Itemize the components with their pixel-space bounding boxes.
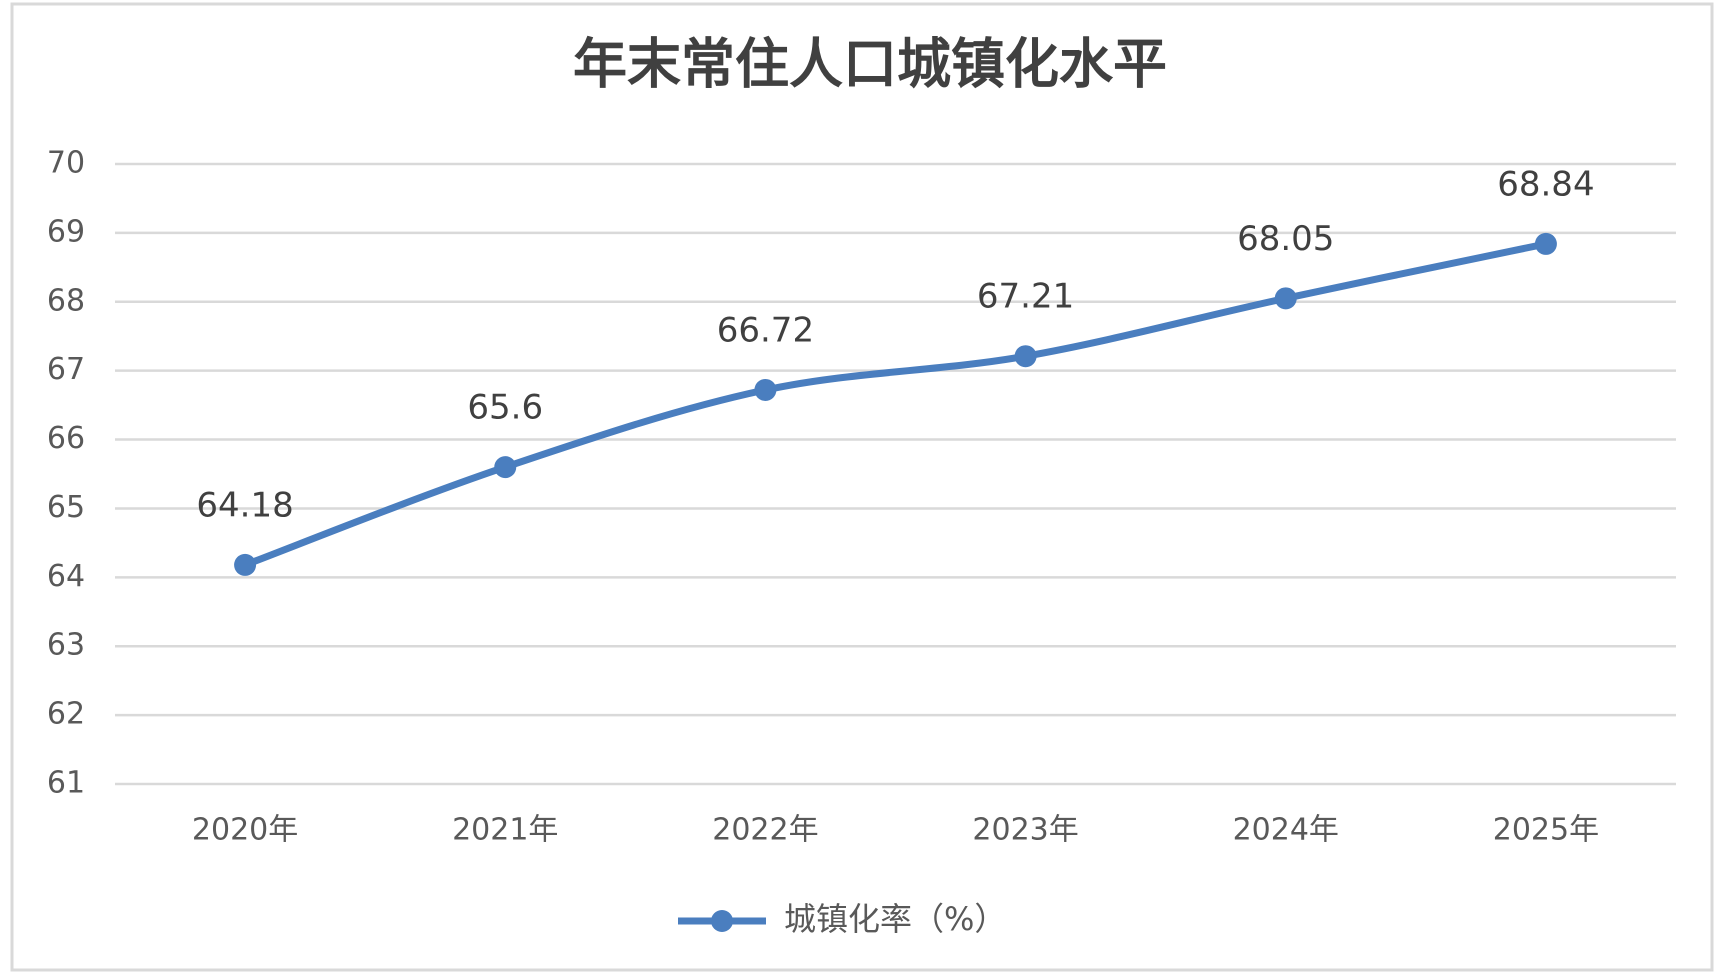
y-tick-label: 67 [47, 352, 85, 387]
y-tick-label: 65 [47, 490, 85, 525]
data-label: 67.21 [977, 277, 1074, 317]
legend-label: 城镇化率（%） [784, 900, 1006, 938]
y-tick-label: 70 [47, 146, 85, 181]
x-tick-label: 2021年 [452, 813, 558, 848]
y-tick-label: 68 [47, 283, 85, 318]
x-tick-label: 2024年 [1233, 813, 1339, 848]
point [754, 378, 777, 401]
data-label: 66.72 [717, 310, 814, 350]
y-tick-label: 61 [47, 766, 85, 801]
x-tick-label: 2023年 [972, 813, 1078, 848]
legend-marker [711, 910, 733, 932]
point [494, 456, 517, 479]
x-tick-label: 2025年 [1493, 813, 1599, 848]
point [1534, 232, 1557, 255]
series-line [241, 240, 1550, 569]
data-label: 64.18 [196, 485, 293, 525]
y-tick-label: 63 [47, 628, 85, 663]
point [1014, 345, 1037, 368]
x-tick-label: 2020年 [192, 813, 298, 848]
y-tick-label: 64 [47, 559, 85, 594]
data-label: 68.05 [1237, 219, 1334, 259]
y-tick-label: 62 [47, 697, 85, 732]
legend: 城镇化率（%） [678, 900, 1006, 938]
point [234, 553, 257, 576]
point [1274, 287, 1297, 310]
x-tick-label: 2022年 [712, 813, 818, 848]
data-label: 68.84 [1497, 164, 1594, 204]
chart-title: 年末常住人口城镇化水平 [573, 33, 1167, 96]
y-tick-label: 69 [47, 214, 85, 249]
data-label: 65.6 [467, 388, 543, 428]
y-tick-label: 66 [47, 421, 85, 456]
